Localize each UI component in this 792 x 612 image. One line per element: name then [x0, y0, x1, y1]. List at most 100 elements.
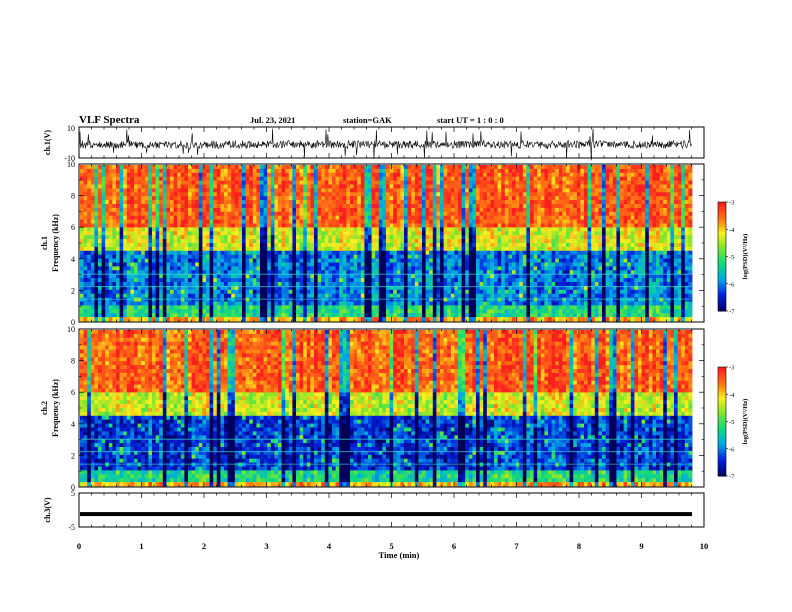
ch1-spectrogram-cell [245, 250, 250, 256]
ch1-spectrogram-cell [242, 165, 246, 170]
ch1-spectrogram-cell [80, 239, 84, 244]
ch1-spectrogram-cell [159, 168, 164, 174]
ch1-spectrogram-cell [220, 211, 225, 217]
ch1-spectrogram-cell [220, 258, 225, 263]
ch1-spectrogram-cell [558, 207, 563, 213]
ch1-spectrogram-cell [486, 239, 491, 244]
ch1-spectrogram-cell [191, 223, 196, 228]
ch1-spectrogram-cell [652, 270, 657, 275]
ch1-spectrogram-cell [98, 196, 102, 201]
ch1-spectrogram-cell [155, 243, 160, 248]
ch1-spectrogram-cell [440, 215, 444, 220]
ch1-spectrogram-cell [321, 250, 326, 256]
ch1-spectrogram-cell [407, 243, 412, 248]
ch1-spectrogram-cell [256, 231, 261, 236]
ch1-spectrogram-cell [249, 254, 254, 259]
ch1-spectrogram-cell [558, 223, 563, 228]
ch1-spectrogram-cell [443, 246, 448, 252]
ch1-spectrogram-cell [508, 200, 513, 205]
ch1-spectrogram-cell [616, 227, 621, 232]
ch1-spectrogram-cell [263, 172, 268, 178]
ch1-spectrogram-cell [670, 270, 675, 275]
ch1-spectrogram-cell [306, 270, 311, 275]
ch1-spectrogram-cell [152, 184, 156, 189]
ch1-spectrogram-cell [281, 266, 286, 271]
ch1-spectrogram-cell [515, 215, 520, 220]
ch1-spectrogram-cell [411, 184, 416, 189]
ch1-spectrogram-cell [623, 165, 628, 170]
ch1-spectrogram-cell [256, 211, 261, 217]
ch1-spectrogram-cell [220, 165, 225, 170]
ch1-spectrogram-cell [270, 196, 275, 201]
ch1-spectrogram-cell [573, 254, 578, 259]
ch1-spectrogram-cell [659, 239, 664, 244]
ch1-spectrogram-cell [332, 231, 336, 236]
ch1-spectrogram-cell [670, 172, 675, 178]
ch1-spectrogram-cell [209, 274, 214, 279]
ch1-spectrogram-cell [400, 266, 405, 271]
ch1-spectrogram-cell [119, 223, 124, 228]
ch1-spectrogram-cell [537, 172, 542, 178]
ch1-spectrogram-cell [504, 196, 509, 201]
ch1-spectrogram-cell [134, 254, 138, 259]
ch1-spectrogram-cell [126, 250, 131, 256]
ch1-spectrogram-cell [220, 215, 225, 220]
ch1-spectrogram-cell [249, 223, 254, 228]
ch1-spectrogram-cell [645, 254, 650, 259]
ch1-spectrogram-cell [573, 266, 578, 271]
ch1-spectrogram-cell [422, 200, 426, 205]
ch1-spectrogram-cell [436, 258, 441, 263]
ch1-spectrogram-cell [548, 243, 552, 248]
ch1-spectrogram-cell [148, 172, 153, 178]
ch1-spectrogram-cell [346, 246, 351, 252]
ch1-spectrogram-cell [587, 231, 592, 236]
ch1-spectrogram-cell [429, 168, 434, 174]
ch1-spectrogram-cell [80, 250, 84, 256]
ch1-spectrogram-cell [598, 184, 603, 189]
ch1-spectrogram-cell [170, 254, 174, 259]
ch1-spectrogram-cell [670, 196, 675, 201]
ch1-spectrogram-cell [551, 262, 556, 267]
ch1-spectrogram-cell [170, 231, 174, 236]
ch1-spectrogram-cell [288, 180, 293, 185]
ch1-spectrogram-cell [386, 188, 390, 193]
ch1-spectrogram-cell [292, 266, 297, 271]
ch1-spectrogram-cell [414, 246, 419, 252]
ch1-spectrogram-cell [602, 168, 606, 174]
ch1-spectrogram-cell [224, 258, 228, 263]
ch1-spectrogram-cell [530, 235, 534, 240]
ch1-spectrogram-cell [472, 211, 477, 217]
ch1-spectrogram-cell [620, 168, 624, 174]
ch1-spectrogram-cell [227, 231, 232, 236]
ch1-spectrogram-cell [242, 219, 246, 224]
ch1-spectrogram-cell [267, 258, 272, 263]
ch1-spectrogram-cell [310, 219, 315, 224]
ch1-spectrogram-cell [512, 188, 516, 193]
ch1-spectrogram-cell [418, 223, 423, 228]
ch1-spectrogram-cell [450, 223, 455, 228]
ch1-spectrogram-cell [126, 200, 131, 205]
ch1-spectrogram-cell [688, 211, 693, 217]
ch1-spectrogram-cell [569, 235, 574, 240]
ch1-spectrogram-cell [515, 262, 520, 267]
ch1-spectrogram-cell [148, 165, 153, 170]
ch1-spectrogram-cell [612, 262, 617, 267]
ch1-spectrogram-cell [627, 184, 632, 189]
ch1-spectrogram-cell [249, 215, 254, 220]
ch1-spectrogram-cell [479, 274, 484, 279]
ch1-spectrogram-cell [270, 200, 275, 205]
ch1-spectrogram-cell [461, 184, 466, 189]
ch1-spectrogram-cell [94, 270, 99, 275]
ch1-spectrogram-cell [371, 219, 376, 224]
ch1-spectrogram-cell [684, 246, 689, 252]
ch1-spectrogram-cell [454, 176, 459, 181]
ch1-spectrogram-cell [472, 250, 477, 256]
ch1-spectrogram-cell [537, 184, 542, 189]
ch1-spectrogram-cell [602, 184, 606, 189]
ch1-spectrogram-cell [281, 262, 286, 267]
ch1-spectrogram-cell [447, 262, 452, 267]
ch1-spectrogram-cell [645, 207, 650, 213]
ch1-spectrogram-cell [353, 165, 358, 170]
ch1-spectrogram-cell [321, 168, 326, 174]
ch1-spectrogram-cell [371, 262, 376, 267]
